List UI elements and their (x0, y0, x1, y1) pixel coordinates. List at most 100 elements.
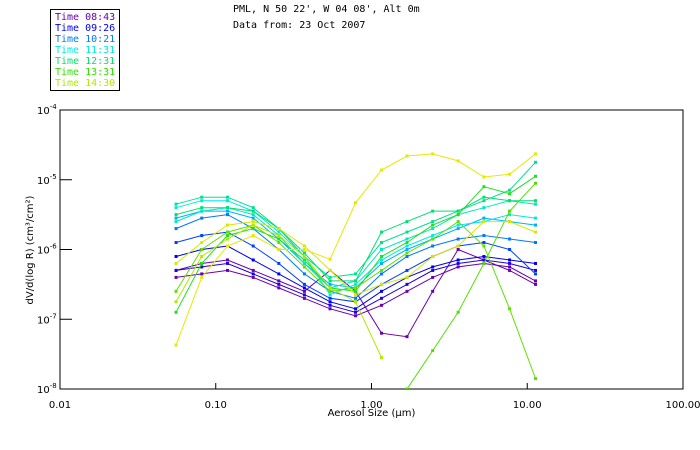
data-point (226, 268, 230, 272)
data-point (456, 258, 460, 262)
data-point (251, 258, 255, 262)
data-point (431, 254, 435, 258)
data-point (405, 387, 409, 389)
data-point (405, 230, 409, 234)
data-point (251, 223, 255, 227)
data-point (354, 282, 358, 286)
data-point (482, 199, 486, 203)
data-point (405, 251, 409, 255)
data-point (482, 241, 486, 245)
data-point (380, 272, 384, 276)
data-point (302, 293, 306, 297)
data-point (508, 172, 512, 176)
data-point (226, 199, 230, 203)
data-point (534, 279, 538, 283)
data-point (456, 159, 460, 163)
data-point (482, 216, 486, 220)
data-point (405, 244, 409, 248)
data-point (354, 272, 358, 276)
data-point (251, 220, 255, 224)
data-point (508, 258, 512, 262)
data-point (482, 185, 486, 189)
legend: Time 08:43 Time 09:26 Time 10:21 Time 11:31… (50, 9, 120, 91)
y-tick-label: 10-4 (37, 103, 57, 117)
legend-entry: Time 11:31 (55, 45, 116, 56)
data-point (508, 192, 512, 196)
data-point (302, 265, 306, 269)
data-point (302, 251, 306, 255)
data-point (328, 286, 332, 290)
data-point (482, 254, 486, 258)
data-point (534, 241, 538, 245)
data-point (431, 234, 435, 238)
data-point (200, 272, 204, 276)
data-point (328, 289, 332, 293)
data-point (431, 223, 435, 227)
data-point (174, 310, 178, 314)
data-point (456, 265, 460, 269)
data-point (226, 244, 230, 248)
legend-entry: Time 08:43 (55, 12, 116, 23)
y-tick-label: 10-8 (37, 382, 57, 396)
data-point (302, 296, 306, 300)
legend-entry: Time 09:26 (55, 23, 116, 34)
data-point (200, 254, 204, 258)
data-point (508, 307, 512, 311)
data-point (534, 272, 538, 276)
data-point (174, 275, 178, 279)
data-point (200, 209, 204, 213)
data-point (380, 168, 384, 172)
data-point (302, 254, 306, 258)
data-point (302, 244, 306, 248)
data-point (508, 209, 512, 213)
data-point (174, 343, 178, 347)
data-point (226, 209, 230, 213)
data-point (534, 174, 538, 178)
data-point (328, 296, 332, 300)
data-point (431, 152, 435, 156)
data-point (277, 241, 281, 245)
data-point (508, 199, 512, 203)
data-point (380, 254, 384, 258)
data-point (328, 268, 332, 272)
data-point (534, 268, 538, 272)
data-point (508, 248, 512, 251)
date-subtitle: Data from: 23 Oct 2007 (233, 20, 366, 31)
data-point (456, 244, 460, 248)
data-point (174, 300, 178, 304)
data-point (302, 272, 306, 276)
data-point (380, 282, 384, 286)
data-point (534, 261, 538, 265)
data-point (482, 195, 486, 199)
data-point (482, 234, 486, 238)
data-point (302, 282, 306, 286)
data-point (508, 265, 512, 269)
data-point (354, 300, 358, 304)
data-point (456, 227, 460, 231)
data-point (456, 220, 460, 224)
data-point (354, 307, 358, 311)
data-point (534, 377, 538, 381)
data-point (277, 272, 281, 276)
data-point (482, 258, 486, 262)
data-point (354, 286, 358, 290)
data-point (405, 254, 409, 258)
data-point (431, 209, 435, 213)
data-point (200, 261, 204, 265)
data-point (405, 154, 409, 158)
series-line (175, 224, 382, 358)
data-point (405, 268, 409, 272)
y-tick-label: 10-6 (37, 243, 57, 257)
series-line (175, 210, 536, 289)
data-point (431, 268, 435, 272)
data-point (405, 237, 409, 241)
data-point (354, 293, 358, 297)
data-point (380, 268, 384, 272)
data-point (302, 289, 306, 293)
data-point (277, 282, 281, 286)
data-point (251, 213, 255, 217)
plot-frame (59, 109, 684, 390)
data-point (380, 258, 384, 262)
data-point (380, 241, 384, 245)
data-point (534, 282, 538, 286)
